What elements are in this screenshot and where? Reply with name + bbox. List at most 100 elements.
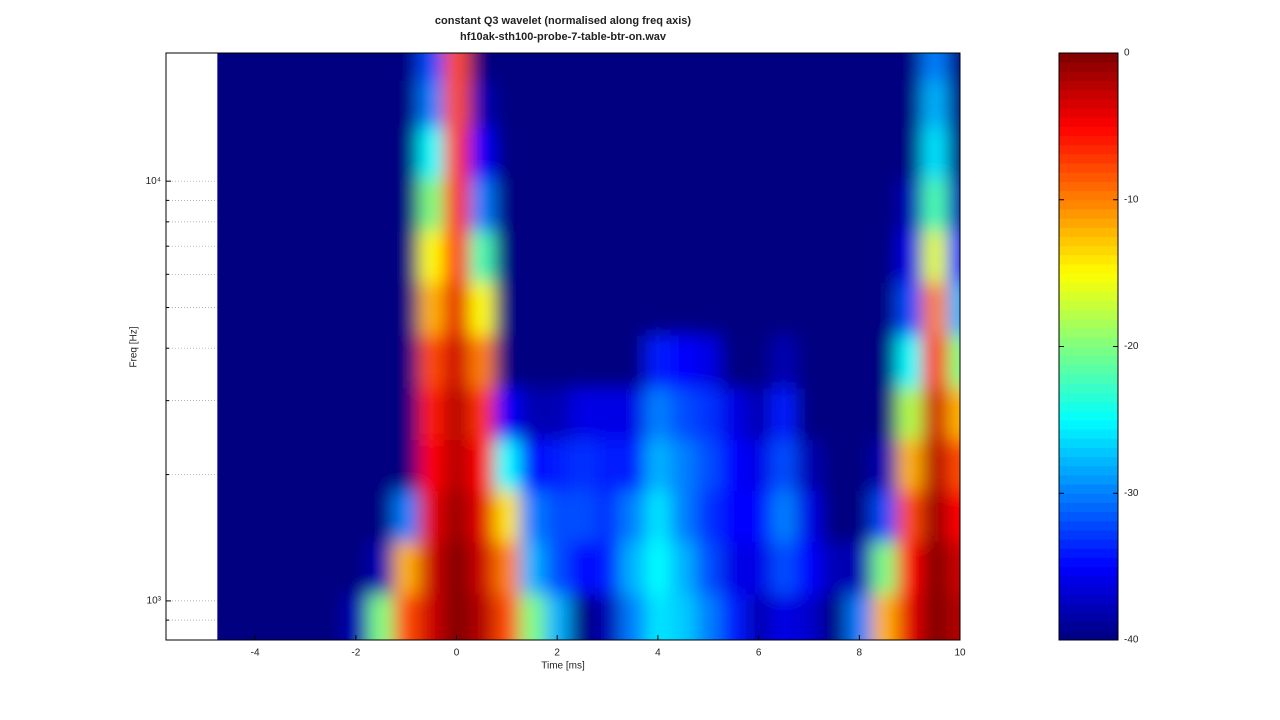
heat-cell [343,593,369,640]
heat-cell [645,490,671,542]
heat-cell [569,334,596,389]
heat-cell [368,439,395,491]
heat-cell [922,80,948,128]
heat-cell [796,334,823,389]
heat-cell [318,126,344,180]
heat-cell [267,593,294,640]
heat-cell [796,490,823,542]
heat-cell [922,593,948,640]
heat-cell [519,334,546,389]
heat-cell [871,593,898,640]
heat-cell [343,541,369,595]
x-tick-label: 10 [954,648,966,659]
heat-cell [594,178,621,232]
heat-cell [318,387,344,440]
heat-cell [217,80,244,128]
heat-cell [821,126,848,180]
heat-cell [670,230,697,283]
x-tick-label: 4 [655,648,661,659]
heat-cell [922,387,948,440]
heat-cell [569,282,596,336]
heat-cell [821,541,848,595]
heat-cell [544,593,571,640]
heat-cell [897,387,923,440]
heat-cell [469,126,495,180]
heat-cell [418,334,445,389]
x-tick-label: -2 [351,648,360,659]
heat-cell [418,593,445,640]
heat-cell [469,593,495,640]
heat-cell [897,439,923,491]
colorbar-step [1059,80,1118,91]
heat-cell [368,282,395,336]
heat-cell [569,80,596,128]
heat-cell [670,541,697,595]
colorbar-step [1059,465,1118,476]
heat-cell [695,490,722,542]
heat-cell [645,334,671,389]
heat-cell [645,178,671,232]
heat-cell [469,53,495,81]
heat-cell [443,53,470,81]
heat-cell [217,334,244,389]
colorbar-step [1059,392,1118,403]
colorbar-step [1059,309,1118,320]
heat-cell [670,80,697,128]
heat-cell [947,593,961,640]
heat-cell [544,490,571,542]
heat-cell [695,126,722,180]
heat-cell [393,490,420,542]
heat-cell [871,178,898,232]
heat-cell [292,53,319,81]
heat-cell [620,334,646,389]
heat-cell [368,541,395,595]
heat-cell [746,541,772,595]
heat-cell [846,541,873,595]
heat-cell [922,541,948,595]
colorbar-step [1059,62,1118,72]
heat-cell [443,490,470,542]
colorbar-step [1059,291,1118,302]
colorbar-step [1059,208,1118,219]
heat-cell [720,230,747,283]
heat-cell [544,178,571,232]
heat-cell [368,593,395,640]
heat-cell [720,80,747,128]
heat-cell [393,541,420,595]
heat-cell [569,541,596,595]
heat-cell [393,334,420,389]
colorbar-step [1059,273,1118,283]
colorbar-step [1059,108,1118,118]
heat-cell [922,490,948,542]
heat-cell [594,541,621,595]
colorbar-step [1059,603,1118,613]
heat-cell [443,593,470,640]
heat-cell [544,387,571,440]
heat-cell [318,541,344,595]
heat-cell [771,126,797,180]
heat-cell [292,439,319,491]
heat-cell [620,541,646,595]
colorbar-step [1059,318,1118,329]
heat-cell [393,80,420,128]
heat-cell [343,80,369,128]
heat-cell [469,490,495,542]
heat-cell [670,53,697,81]
heat-cell [594,334,621,389]
heat-cell [771,541,797,595]
heat-cell [947,439,961,491]
heat-cell [469,230,495,283]
heat-cell [343,178,369,232]
heat-cell [670,439,697,491]
heat-cell [292,126,319,180]
heat-cell [871,334,898,389]
heat-cell [620,126,646,180]
heat-cell [569,53,596,81]
x-tick-label: 2 [554,648,560,659]
heat-cell [897,334,923,389]
heat-cell [494,80,520,128]
colorbar-step [1059,502,1118,513]
heat-cell [746,490,772,542]
heat-cell [393,178,420,232]
heat-cell [318,282,344,336]
